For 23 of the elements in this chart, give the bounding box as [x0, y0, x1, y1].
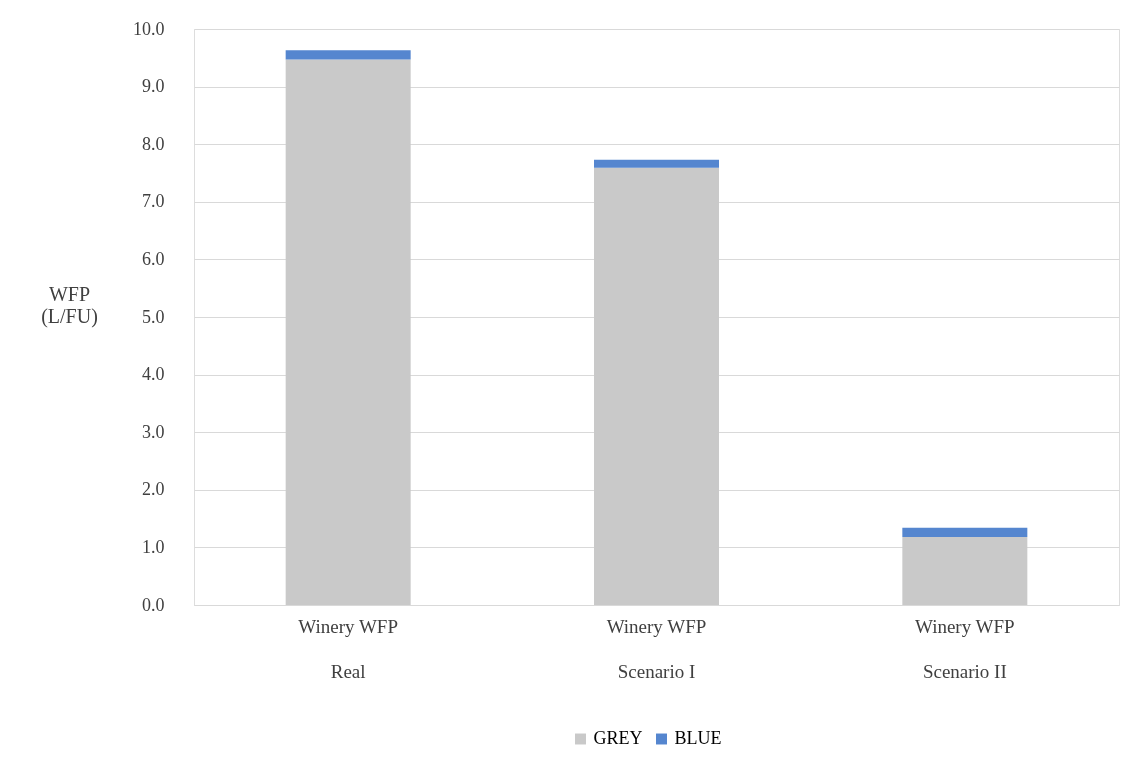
bar — [594, 159, 719, 168]
bar — [902, 537, 1028, 605]
y-tick-label: 4.0 — [142, 364, 165, 385]
category-label: Winery WFP Scenario II — [914, 615, 1015, 682]
category-label: Winery WFP Scenario I — [606, 615, 707, 682]
bar — [285, 50, 411, 60]
y-tick-label: 3.0 — [142, 421, 165, 442]
y-tick-label: 8.0 — [142, 133, 165, 154]
y-tick-label: 5.0 — [142, 306, 165, 327]
y-tick-label: 2.0 — [142, 479, 165, 500]
y-axis-title: WFP (L/FU) — [41, 282, 98, 328]
y-tick-label: 7.0 — [142, 191, 165, 212]
bar — [902, 527, 1028, 538]
y-tick-label: 1.0 — [142, 536, 165, 557]
legend-label: GREY — [593, 728, 643, 748]
category-label: Winery WFP Real — [298, 615, 399, 682]
y-tick-label: 10.0 — [133, 18, 165, 39]
y-tick-label: 6.0 — [142, 248, 165, 269]
bar — [285, 59, 411, 605]
y-tick-label: 0.0 — [142, 594, 165, 615]
bar — [594, 167, 719, 605]
legend-label: BLUE — [674, 728, 722, 748]
y-tick-label: 9.0 — [142, 76, 165, 97]
